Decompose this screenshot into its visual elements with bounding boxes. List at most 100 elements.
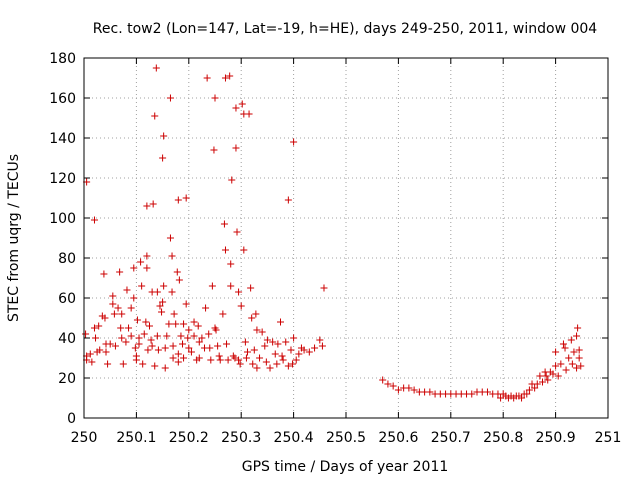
data-point [282,338,290,346]
data-point [190,332,198,340]
data-point [311,344,319,352]
data-point [483,388,491,396]
data-point [110,310,118,318]
data-point [468,390,476,398]
data-point [160,132,168,140]
data-point [185,344,193,352]
data-point [174,196,182,204]
data-point [198,334,206,342]
data-point [202,304,210,312]
data-point [289,360,297,368]
data-point [205,330,213,338]
data-point [185,326,193,334]
x-tick-label: 250 [71,430,98,446]
data-point [316,336,324,344]
data-point [549,370,557,378]
data-point [290,138,298,146]
data-point [95,322,103,330]
data-point [539,378,546,386]
data-point [226,72,234,80]
data-point [542,372,550,380]
data-point [241,338,249,346]
data-point [214,342,222,350]
y-tick-label: 80 [58,251,76,267]
data-point [544,376,552,384]
data-point [166,234,174,242]
y-tick-label: 0 [67,411,76,427]
data-point [568,360,576,368]
data-point [190,318,198,326]
data-point [139,360,147,368]
data-point [194,322,202,330]
data-point [561,344,569,352]
data-point [173,268,181,276]
data-point [216,356,224,364]
y-tick-label: 140 [49,131,76,147]
data-point [208,282,216,290]
data-point [137,258,145,266]
data-point [253,326,261,334]
data-point [143,252,151,260]
data-point [195,338,203,346]
data-point [122,338,130,346]
data-point [240,246,248,254]
data-point [243,348,251,356]
data-point [575,354,583,362]
data-point [169,354,177,362]
data-point [252,310,260,318]
y-axis-ticks: 0 20 40 60 80 100 120 140 160 180 [49,51,608,427]
data-point [559,340,567,348]
data-point [127,304,135,312]
data-point [305,348,313,356]
data-point [143,264,151,272]
data-point [104,360,112,368]
data-point [242,354,250,362]
data-point [262,358,270,366]
data-point [132,352,140,360]
data-point [210,146,218,154]
data-point [245,110,253,118]
data-point [410,386,418,394]
data-point [142,318,150,326]
x-tick-label: 250.8 [483,430,523,446]
data-point [284,362,292,370]
data-point [100,270,108,278]
data-point [497,394,505,402]
data-point [274,340,282,348]
data-point [574,324,582,332]
data-point [227,260,235,268]
data-point [271,350,279,358]
data-point [231,354,239,362]
x-tick-label: 250.7 [431,430,471,446]
data-point [149,200,157,208]
data-point [123,286,131,294]
data-point [90,216,98,224]
data-point [290,334,298,342]
data-point [523,390,531,398]
data-point [106,340,114,348]
data-point [223,340,231,348]
data-point [92,334,100,342]
data-point [318,342,326,350]
data-point [405,384,413,392]
data-point [565,354,573,362]
data-point [567,336,575,344]
data-point [570,348,578,356]
data-point [163,332,171,340]
data-point [531,384,539,392]
data-point [118,310,126,318]
chart-title: Rec. tow2 (Lon=147, Lat=-19, h=HE), days… [93,21,597,37]
data-point [153,332,161,340]
data-point [206,344,214,352]
data-point [102,348,110,356]
data-point [182,194,190,202]
data-point [184,334,192,342]
data-point [146,322,153,330]
data-point [118,334,126,342]
data-point [232,104,240,112]
data-point [263,336,271,344]
data-point [577,362,585,370]
data-point [256,354,264,362]
data-point [96,346,104,354]
data-point [109,300,117,308]
